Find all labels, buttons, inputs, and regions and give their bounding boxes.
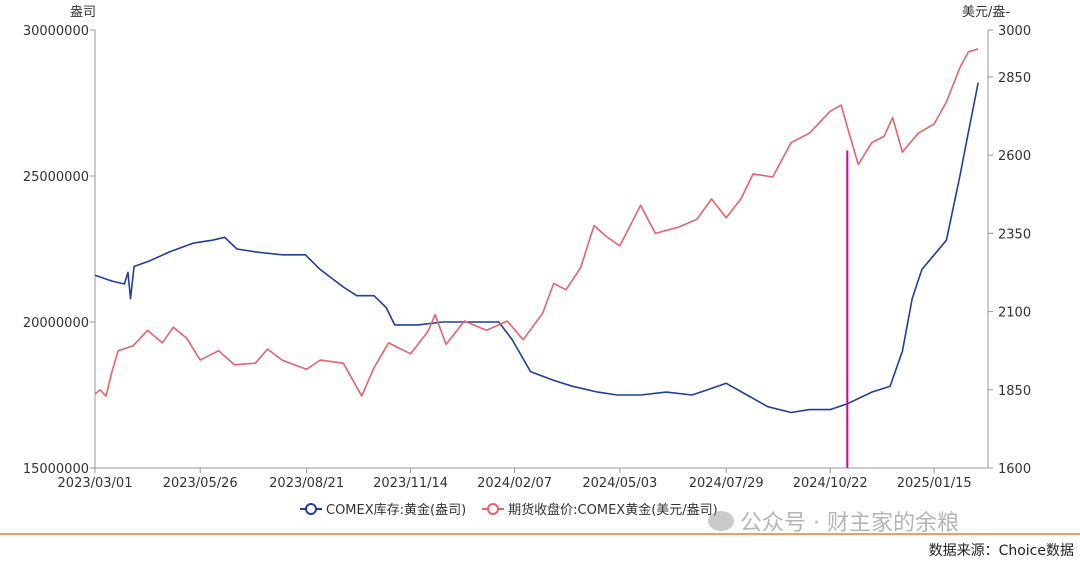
x-tick-label: 2023/11/14 <box>373 476 448 491</box>
watermark-text: 公众号 · 财主家的余粮 <box>740 511 959 536</box>
divider <box>0 533 1080 535</box>
left-tick-label: 20000000 <box>23 316 89 331</box>
watermark: 公众号 · 财主家的余粮 <box>708 505 959 537</box>
series-line-price <box>94 48 979 397</box>
x-tick-label: 2025/01/15 <box>897 476 972 491</box>
legend-swatch-price <box>482 502 505 515</box>
legend-item-inventory[interactable]: COMEX库存:黄金(盎司) <box>300 499 466 518</box>
axes: 15000000 20000000 25000000 30000000 1600 1850… <box>23 24 1031 491</box>
right-tick-label: 3000 <box>998 24 1031 39</box>
left-tick-label: 15000000 <box>23 462 89 477</box>
legend-swatch-inventory <box>300 502 322 515</box>
right-axis-unit: 美元/盎- <box>962 5 1010 20</box>
plot-frame <box>94 30 989 469</box>
right-tick-label: 2100 <box>998 306 1031 321</box>
right-tick-label: 1850 <box>998 384 1031 399</box>
wechat-icon <box>708 511 734 531</box>
x-tick-label: 2024/07/29 <box>689 476 764 491</box>
x-tick-label: 2024/05/03 <box>582 476 657 491</box>
left-axis-unit: 盎司 <box>70 5 96 20</box>
right-tick-label: 2600 <box>998 149 1031 164</box>
series-line-inventory <box>94 82 979 414</box>
right-tick-label: 2850 <box>998 71 1031 86</box>
legend-label-inventory: COMEX库存:黄金(盎司) <box>326 503 467 518</box>
series-layer <box>94 48 979 468</box>
legend: COMEX库存:黄金(盎司) 期货收盘价:COMEX黄金(美元/盎司) <box>300 499 718 518</box>
source-note: 数据来源：Choice数据 <box>928 543 1074 559</box>
x-tick-label: 2024/10/22 <box>793 476 868 491</box>
legend-item-price[interactable]: 期货收盘价:COMEX黄金(美元/盎司) <box>482 499 718 518</box>
left-tick-label: 25000000 <box>23 170 89 185</box>
left-tick-label: 30000000 <box>23 24 89 39</box>
x-tick-label: 2024/02/07 <box>477 476 552 491</box>
x-tick-label: 2023/03/01 <box>58 476 133 491</box>
x-tick-label: 2023/05/26 <box>163 476 238 491</box>
right-tick-label: 2350 <box>998 227 1031 242</box>
x-tick-label: 2023/08/21 <box>269 476 344 491</box>
legend-label-price: 期货收盘价:COMEX黄金(美元/盎司) <box>508 503 718 518</box>
right-tick-label: 1600 <box>998 462 1031 477</box>
